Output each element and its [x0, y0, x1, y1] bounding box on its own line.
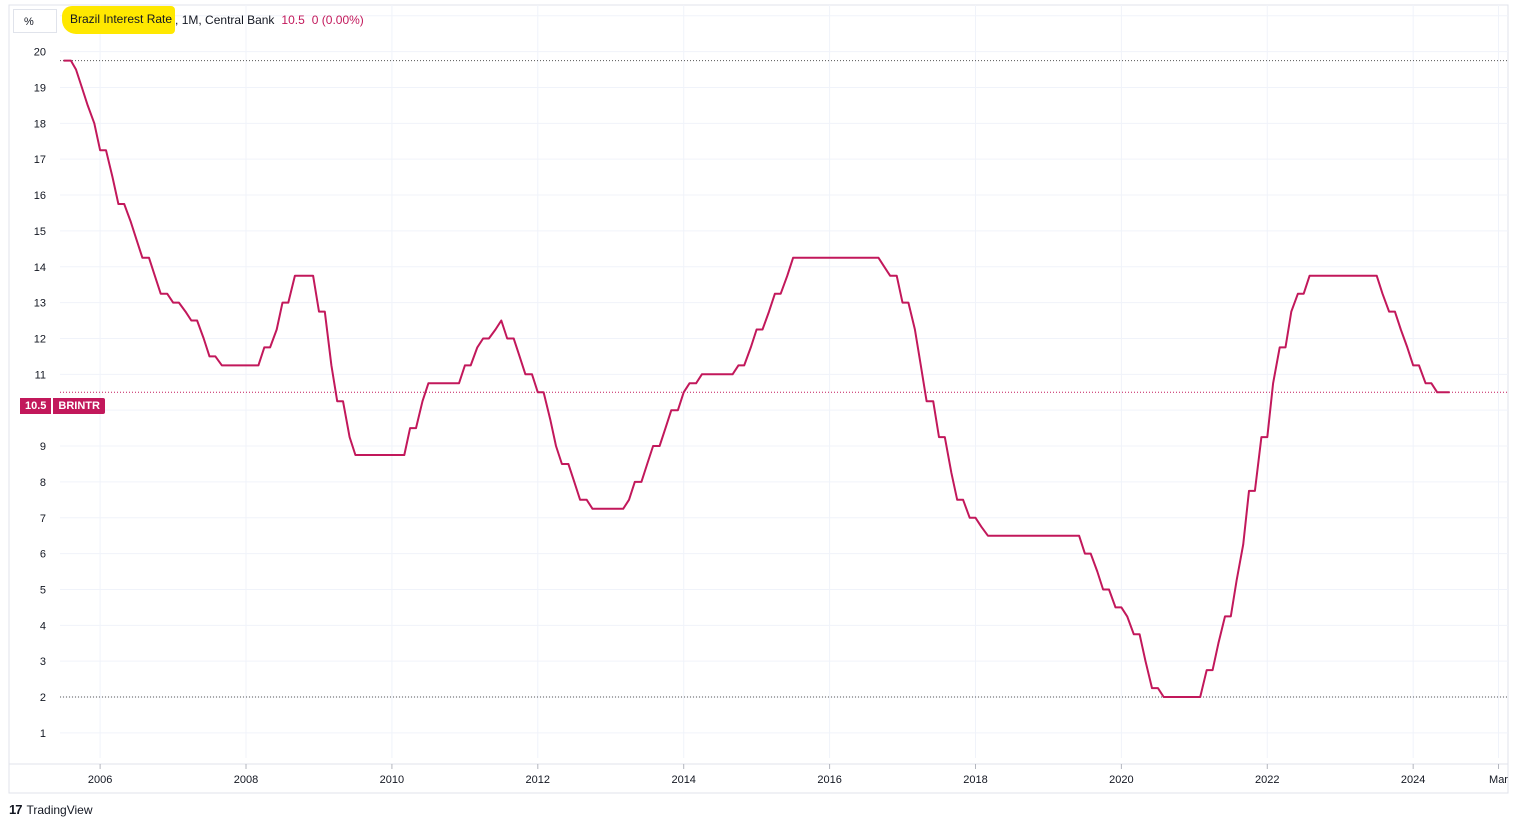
x-tick-label: 2014	[671, 774, 695, 786]
x-tick-label: Mar	[1489, 774, 1508, 786]
scale-unit-button[interactable]: %	[13, 9, 57, 33]
y-tick-label: 5	[40, 584, 46, 596]
x-tick-label: 2024	[1401, 774, 1425, 786]
y-axis: 123456789101112131415161718192021	[34, 11, 46, 740]
y-tick-label: 20	[34, 47, 46, 59]
chart-legend[interactable]: Brazil Interest Rate , 1M, Central Bank …	[62, 6, 364, 34]
x-tick-label: 2022	[1255, 774, 1279, 786]
y-tick-label: 11	[35, 369, 46, 381]
grid-layer	[60, 5, 1508, 758]
y-tick-label: 16	[34, 190, 46, 202]
x-tick-label: 2012	[526, 774, 550, 786]
last-value: 10.5	[281, 13, 305, 27]
price-tag-symbol: BRINTR	[53, 398, 105, 414]
y-tick-label: 14	[34, 262, 46, 274]
x-tick-label: 2010	[380, 774, 404, 786]
y-tick-label: 2	[40, 692, 46, 704]
y-tick-label: 18	[34, 118, 46, 130]
series-line-brazil-interest-rate	[63, 59, 1450, 698]
y-tick-label: 13	[34, 298, 46, 310]
reference-lines	[60, 60, 1508, 698]
tradingview-logo-icon: 17	[9, 802, 23, 817]
series-layer	[63, 59, 1450, 698]
x-tick-label: 2020	[1109, 774, 1133, 786]
x-tick-label: 2016	[817, 774, 841, 786]
brand-name: TradingView	[26, 802, 93, 817]
x-axis: 2006 2008 2010 2012 2014 2016 2018 2020 2022 2024…	[9, 763, 1508, 786]
x-tick-label: 2006	[88, 774, 112, 786]
chart-meta: , 1M, Central Bank	[175, 13, 275, 27]
y-tick-label: 3	[40, 656, 46, 668]
chart-title: Brazil Interest Rate	[62, 6, 176, 34]
price-tag-value: 10.5	[20, 398, 52, 414]
price-tag: 10.5 BRINTR	[20, 398, 105, 414]
y-tick-label: 15	[34, 226, 46, 238]
scale-unit-label: %	[24, 16, 34, 28]
y-tick-label: 12	[34, 333, 46, 345]
y-tick-label: 7	[40, 513, 46, 525]
x-tick-label: 2008	[234, 774, 258, 786]
chart-frame	[8, 4, 1509, 794]
y-tick-label: 8	[40, 477, 46, 489]
y-tick-label: 6	[40, 549, 46, 561]
y-tick-label: 4	[40, 620, 46, 632]
change-value: 0 (0.00%)	[311, 13, 364, 27]
y-tick-label: 19	[34, 82, 46, 94]
x-tick-label: 2018	[963, 774, 987, 786]
y-tick-label: 17	[34, 154, 46, 166]
footer[interactable]: 17 TradingView	[9, 802, 93, 817]
y-tick-label: 1	[40, 728, 46, 740]
y-tick-label: 9	[40, 441, 46, 453]
